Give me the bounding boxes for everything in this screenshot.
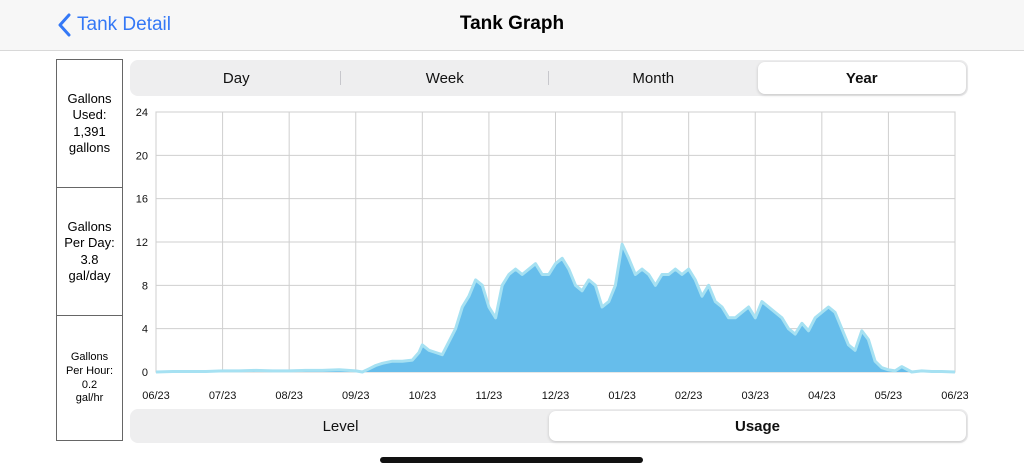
x-tick-label: 08/23 xyxy=(275,390,303,402)
x-tick-label: 01/23 xyxy=(608,390,636,402)
chevron-left-icon xyxy=(58,13,71,37)
gallons-per-hour-stat: Gallons Per Hour: 0.2 gal/hr xyxy=(57,316,122,441)
tab-month[interactable]: Month xyxy=(549,62,758,94)
gallons-per-hour-line-2: Per Hour: xyxy=(65,364,114,377)
gallons-per-day-line-1: Gallons xyxy=(67,219,112,234)
y-tick-label: 20 xyxy=(136,150,148,162)
x-tick-label: 09/23 xyxy=(342,390,370,402)
tab-usage[interactable]: Usage xyxy=(549,411,966,441)
page-title: Tank Graph xyxy=(459,13,565,34)
y-tick-label: 24 xyxy=(136,107,148,119)
y-tick-label: 12 xyxy=(136,237,148,249)
x-tick-label: 10/23 xyxy=(409,390,437,402)
period-segmented-control: Day Week Month Year xyxy=(130,60,968,96)
gallons-used-line-2: Used: xyxy=(72,107,107,123)
usage-area xyxy=(156,244,955,372)
gallons-used-value: 1,391 xyxy=(73,123,106,139)
tab-week-label: Week xyxy=(425,69,464,87)
usage-stats-panel: Gallons Used: 1,391 gallons Gallons Per … xyxy=(56,59,123,441)
tab-year-label: Year xyxy=(845,69,878,87)
gallons-per-day-value: 3.8 xyxy=(80,251,99,267)
tab-usage-label: Usage xyxy=(734,417,781,435)
x-tick-label: 04/23 xyxy=(808,390,836,402)
x-tick-label: 07/23 xyxy=(209,390,237,402)
tab-week[interactable]: Week xyxy=(341,62,550,94)
tab-month-label: Month xyxy=(632,69,675,87)
x-tick-label: 02/23 xyxy=(675,390,703,402)
x-tick-label: 03/23 xyxy=(741,390,769,402)
y-tick-label: 0 xyxy=(142,367,148,379)
x-tick-label: 06/23 xyxy=(142,390,170,402)
x-tick-label: 06/23 xyxy=(941,390,968,402)
gallons-per-day-line-2: Per Day: xyxy=(64,235,115,251)
usage-chart-svg: 0 4 8 12 16 20 24 06/23 07/23 08/23 09/23 10/23 11/2… xyxy=(136,107,969,402)
gallons-per-hour-line-1: Gallons xyxy=(70,351,109,363)
mode-segmented-control: Level Usage xyxy=(130,409,968,443)
tab-level-label: Level xyxy=(322,417,359,435)
usage-line xyxy=(155,242,956,374)
tab-day[interactable]: Day xyxy=(132,62,341,94)
navigation-bar: Tank Detail Tank Graph xyxy=(0,0,1024,51)
usage-chart: 0 4 8 12 16 20 24 06/23 07/23 08/23 09/23 10/23 11/2… xyxy=(130,100,969,406)
y-tick-label: 4 xyxy=(142,324,148,336)
gallons-used-stat: Gallons Used: 1,391 gallons xyxy=(57,60,122,188)
gallons-per-day-unit: gal/day xyxy=(68,267,111,283)
tab-year[interactable]: Year xyxy=(757,62,966,94)
back-button[interactable]: Tank Detail xyxy=(58,11,171,39)
gallons-per-hour-value: 0.2 xyxy=(81,378,98,391)
home-indicator xyxy=(380,457,643,463)
tab-day-label: Day xyxy=(222,69,250,87)
x-tick-label: 11/23 xyxy=(476,390,503,402)
x-tick-label: 12/23 xyxy=(542,390,570,402)
gallons-per-day-stat: Gallons Per Day: 3.8 gal/day xyxy=(57,188,122,316)
gallons-per-hour-unit: gal/hr xyxy=(75,392,104,405)
tab-level[interactable]: Level xyxy=(132,411,549,441)
y-tick-label: 16 xyxy=(136,194,148,206)
gallons-used-line-1: Gallons xyxy=(67,91,112,106)
back-button-label: Tank Detail xyxy=(77,14,171,35)
y-tick-label: 8 xyxy=(142,280,148,292)
x-tick-label: 05/23 xyxy=(875,390,903,402)
gallons-used-unit: gallons xyxy=(68,139,111,155)
